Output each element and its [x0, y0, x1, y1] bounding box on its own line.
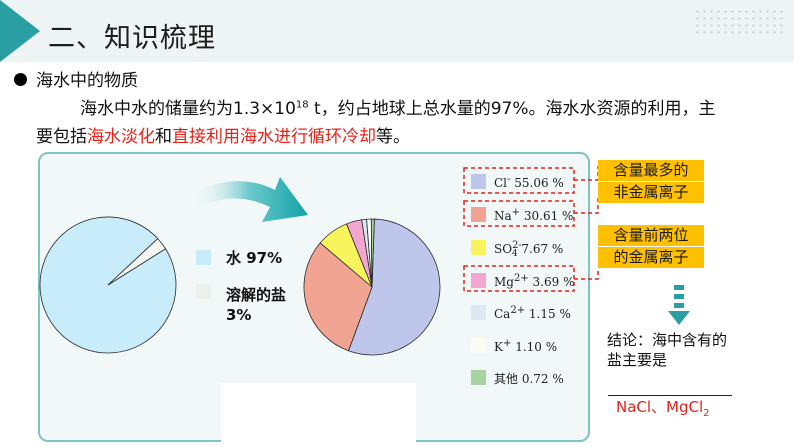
header-bar	[0, 0, 794, 62]
answer-underline	[608, 395, 732, 396]
legend-label-water: 水 97%	[226, 249, 283, 267]
highlight-cooling: 直接利用海水进行循环冷却	[172, 127, 376, 147]
legend-swatch-other	[471, 370, 486, 385]
conclusion-text: 结论：海中含有的 盐主要是	[607, 330, 787, 370]
conclusion-line-2: 盐主要是	[607, 351, 668, 369]
legend-swatch-cl	[471, 174, 486, 189]
legend-swatch-salt	[196, 284, 211, 299]
paragraph-text: 和	[155, 127, 172, 147]
legend-swatch-ca	[471, 305, 486, 320]
header-accent-triangle	[0, 0, 40, 62]
callout-nonmetal-line1: 含量最多的	[598, 160, 704, 181]
pie-slice-Na+	[303, 242, 373, 352]
legend-swatch-mg	[471, 273, 486, 288]
legend-label-k: K+ 1.10 %	[494, 338, 558, 354]
section-heading: 海水中的物质	[36, 71, 138, 91]
paragraph-line-1: 海水中水的储量约为1.3×1018 t，约占地球上总水量的97%。海水水资源的利…	[80, 94, 716, 119]
water-composition-pie	[39, 216, 177, 354]
highlight-desalination: 海水淡化	[87, 127, 155, 147]
legend-label-salt-percent: 3%	[226, 306, 252, 324]
legend-label-mg: Mg2+ 3.69 %	[494, 273, 575, 289]
dot-pattern-decoration	[694, 8, 784, 38]
curved-arrow-icon	[190, 177, 308, 222]
salt-composition-pie	[303, 218, 441, 356]
legend-swatch-na	[471, 207, 486, 222]
paragraph-line-2: 要包括海水淡化和直接利用海水进行循环冷却等。	[36, 122, 410, 147]
paragraph-text: t，约占地球上总水量的97%。海水水资源的利用，主	[308, 99, 716, 119]
conclusion-line-1: 结论：海中含有的	[607, 331, 728, 349]
blank-caption-box	[221, 383, 416, 443]
pie-slice-溶解的盐	[107, 238, 167, 286]
legend-label-so4: SO2-4 7.67 %	[494, 240, 564, 260]
legend-swatch-k	[471, 338, 486, 353]
exponent: 18	[295, 99, 309, 111]
legend-swatch-so4	[471, 240, 486, 255]
legend-swatch-water	[196, 250, 211, 265]
down-arrow-icon	[668, 285, 690, 325]
legend-label-na: Na+ 30.61 %	[494, 207, 574, 223]
callout-metal-line1: 含量前两位	[598, 225, 704, 246]
conclusion-answer: NaCl、MgCl2	[616, 398, 710, 419]
paragraph-text: 等。	[376, 127, 410, 147]
legend-label-other: 其他 0.72 %	[494, 372, 564, 386]
pie-slice-其他	[370, 218, 375, 288]
legend-label-ca: Ca2+ 1.15 %	[494, 305, 571, 321]
legend-label-salt: 溶解的盐	[226, 286, 287, 304]
paragraph-text: 海水中水的储量约为1.3×10	[80, 99, 296, 119]
pie-slice-Cl-	[347, 218, 441, 356]
page-title: 二、知识梳理	[48, 23, 216, 54]
legend-label-cl: Cl- 55.06 %	[494, 174, 564, 190]
callout-metal-line2: 的金属离子	[598, 247, 704, 268]
bullet-icon	[14, 73, 27, 86]
paragraph-text: 要包括	[36, 127, 87, 147]
callout-nonmetal-line2: 非金属离子	[598, 182, 704, 203]
